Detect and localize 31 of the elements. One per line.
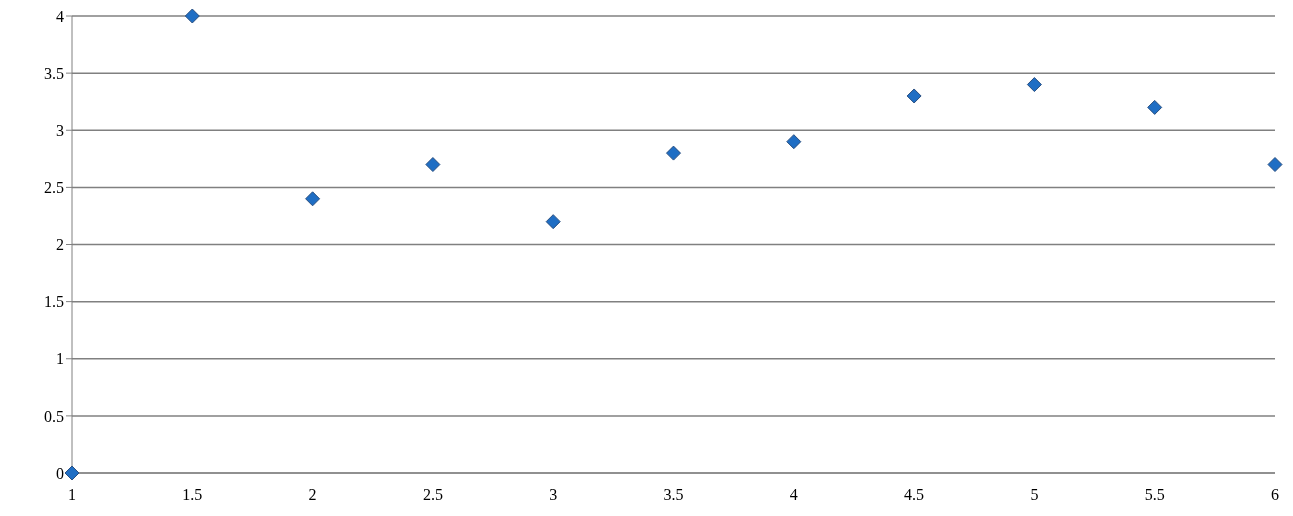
y-tick-label: 0 [56, 464, 64, 482]
point [786, 134, 802, 150]
point [666, 145, 681, 161]
point [425, 157, 441, 173]
point [545, 214, 561, 230]
x-tick-label: 5 [1030, 486, 1039, 504]
point [906, 88, 922, 104]
point [64, 465, 80, 481]
point [1026, 77, 1042, 93]
point [1267, 157, 1283, 173]
y-tick-label: 0.5 [44, 407, 64, 425]
point [184, 8, 200, 24]
x-tick-label: 1 [68, 486, 76, 504]
y-tick-label: 1 [56, 350, 64, 368]
y-tick-label: 1.5 [44, 293, 64, 311]
x-tick-label: 2.5 [422, 486, 443, 504]
point [1147, 99, 1163, 115]
x-tick-label: 1.5 [182, 486, 203, 504]
x-tick-label: 4.5 [904, 486, 925, 504]
y-tick-label: 4 [56, 7, 64, 25]
point [305, 191, 321, 207]
x-tick-label: 6 [1271, 486, 1279, 504]
y-tick-label: 2 [56, 236, 64, 254]
x-tick-label: 3 [549, 486, 558, 504]
x-tick-label: 3.5 [663, 486, 684, 504]
y-tick-label: 3.5 [44, 64, 64, 82]
x-tick-label: 5.5 [1144, 486, 1165, 504]
y-tick-label: 2.5 [44, 179, 64, 197]
y-tick-label: 3 [56, 121, 64, 139]
x-tick-label: 2 [308, 486, 317, 504]
x-tick-label: 4 [789, 486, 798, 504]
